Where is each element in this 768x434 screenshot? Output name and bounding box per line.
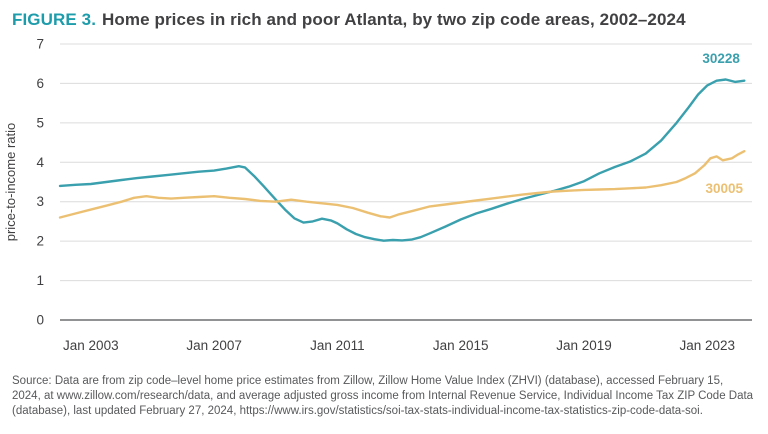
x-tick-label: Jan 2023 [680,338,736,353]
figure-label: FIGURE 3. [12,10,97,29]
x-tick-label: Jan 2003 [63,338,119,353]
chart-area: price-to-income ratio 0 1 2 3 4 5 6 7 Jan 2003 Ja… [0,32,768,368]
series-line-30005 [58,149,746,219]
x-tick-label: Jan 2015 [433,338,489,353]
series-label-30005: 30005 [705,181,743,196]
x-tick-label: Jan 2011 [310,338,365,353]
figure-title: FIGURE 3. Home prices in rich and poor At… [0,0,768,30]
x-tick-label: Jan 2007 [186,338,242,353]
y-tick-label: 2 [36,234,44,249]
source-note: Source: Data are from zip code–level hom… [12,375,754,418]
y-tick-label: 5 [36,115,44,130]
figure-title-text: Home prices in rich and poor Atlanta, by… [102,10,686,29]
series-line-30228 [58,78,746,242]
y-tick-label: 0 [36,313,44,328]
y-axis-title: price-to-income ratio [3,123,18,242]
x-tick-label: Jan 2019 [556,338,612,353]
y-tick-label: 7 [36,37,44,52]
y-tick-label: 1 [36,273,44,288]
y-tick-label: 4 [36,155,44,170]
y-tick-label: 6 [36,76,44,91]
chart-canvas: price-to-income ratio 0 1 2 3 4 5 6 7 Jan 2003 Ja… [3,37,752,353]
series-label-30228: 30228 [702,51,740,66]
y-tick-label: 3 [36,194,44,209]
